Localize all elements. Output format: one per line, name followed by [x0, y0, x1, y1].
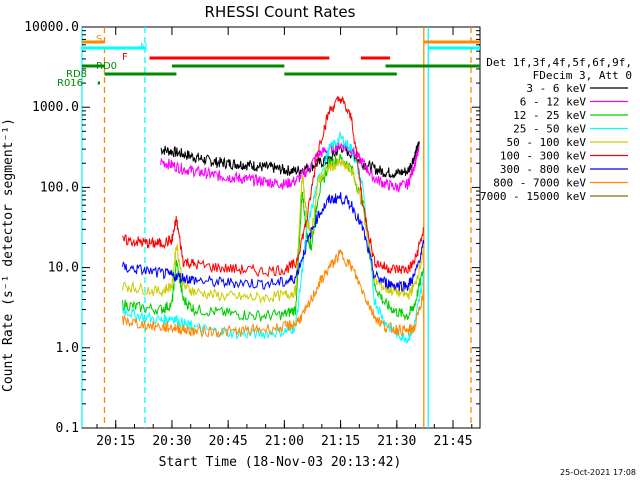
- legend-label-5: 100 - 300 keV: [500, 150, 586, 163]
- x-tick-label-3: 21:00: [265, 434, 304, 449]
- series-line-0: [160, 141, 420, 180]
- plot-frame: [81, 26, 481, 429]
- legend-label-0: 3 - 6 keV: [526, 82, 586, 95]
- series-line-3: [122, 130, 425, 344]
- y-tick-label-4: 1000.0: [32, 100, 79, 115]
- legend: Det 1f,3f,4f,5f,6f,9f,FDecim 3, Att 03 -…: [480, 56, 632, 203]
- state-bar-label-RD0: RD0: [96, 61, 117, 72]
- legend-header-1: FDecim 3, Att 0: [533, 69, 632, 82]
- x-axis-label: Start Time (18-Nov-03 20:13:42): [159, 455, 402, 470]
- chart-title: RHESSI Count Rates: [205, 3, 356, 21]
- legend-label-6: 300 - 800 keV: [500, 163, 586, 176]
- x-tick-label-5: 21:30: [377, 434, 416, 449]
- state-bar-label-F: F: [122, 52, 128, 63]
- state-bar-label-S: S: [96, 34, 102, 45]
- series-line-2: [122, 153, 425, 322]
- state-bar-label-RD8: RD8: [66, 69, 87, 80]
- x-tick-label-2: 20:45: [209, 434, 248, 449]
- legend-label-3: 25 - 50 keV: [513, 123, 586, 136]
- x-tick-label-0: 20:15: [96, 434, 135, 449]
- series-lines: [122, 95, 425, 344]
- y-tick-label-1: 1.0: [56, 341, 79, 356]
- y-tick-label-0: 0.1: [56, 421, 79, 436]
- legend-label-1: 6 - 12 keV: [520, 96, 587, 109]
- plot-area: [81, 26, 481, 429]
- legend-header-0: Det 1f,3f,4f,5f,6f,9f,: [486, 56, 632, 69]
- vertical-markers: [81, 27, 472, 428]
- series-line-6: [122, 192, 425, 292]
- y-tick-label-2: 10.0: [48, 261, 79, 276]
- series-line-4: [122, 158, 425, 305]
- x-tick-label-1: 20:30: [152, 434, 191, 449]
- legend-label-8: 7000 - 15000 keV: [480, 190, 586, 203]
- y-tick-label-3: 100.0: [40, 180, 79, 195]
- state-bar-label-R016: R016: [57, 78, 83, 89]
- legend-label-7: 800 - 7000 keV: [493, 177, 586, 190]
- y-axis-label: Count Rate (s⁻¹ detector segment⁻¹): [1, 118, 16, 392]
- footer-timestamp: 25-Oct-2021 17:08: [560, 468, 636, 477]
- y-tick-label-5: 10000.0: [24, 20, 79, 35]
- series-line-7: [122, 249, 425, 339]
- state-bar-label-N: N: [140, 42, 147, 53]
- axes: 20:15 20:30 20:45 21:00 21:15 21:30 21:45 0.1 1.…: [24, 20, 480, 449]
- series-line-5: [122, 95, 425, 278]
- x-tick-label-6: 21:45: [433, 434, 472, 449]
- series-line-1: [160, 140, 420, 193]
- legend-label-4: 50 - 100 keV: [507, 136, 587, 149]
- legend-label-2: 12 - 25 keV: [513, 109, 586, 122]
- x-tick-label-4: 21:15: [321, 434, 360, 449]
